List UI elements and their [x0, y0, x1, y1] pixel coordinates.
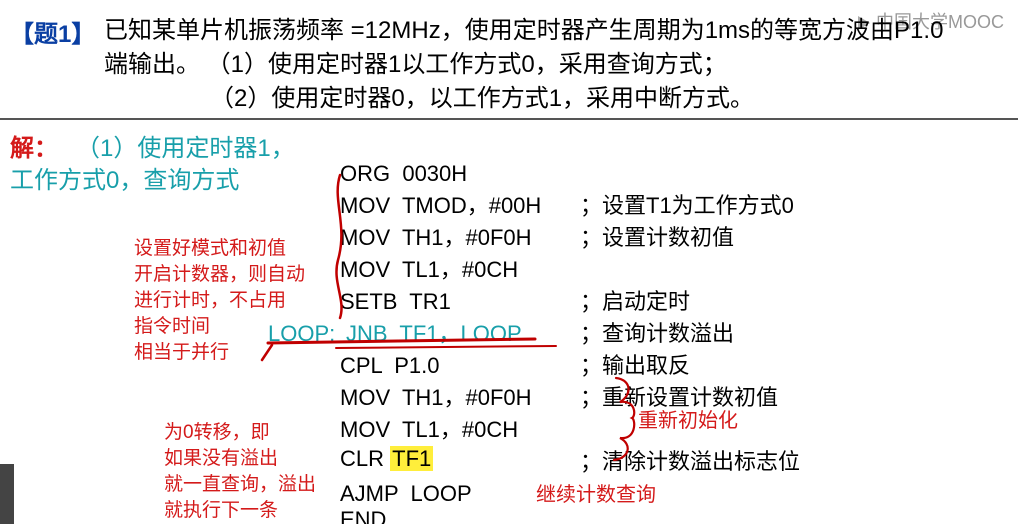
annotation-2-l4: 就执行下一条	[164, 498, 316, 524]
annotation-2: 为0转移，即 如果没有溢出 就一直查询，溢出 就执行下一条	[164, 420, 316, 524]
annotation-1-l5: 相当于并行	[134, 340, 305, 366]
code-tf1-highlight: TF1	[390, 446, 433, 471]
annotation-1: 设置好模式和初值 开启计数器，则自动 进行计时，不占用 指令时间 相当于并行	[134, 236, 305, 366]
question-line2: 端输出。 （1）使用定时器1以工作方式0，采用查询方式；	[104, 48, 727, 82]
code-line-1: ORG 0030H	[340, 158, 467, 190]
annotation-1-l3: 进行计时，不占用	[134, 288, 305, 314]
code-line-4: MOV TL1，#0CH	[340, 254, 518, 286]
scrollbar-thumb[interactable]	[0, 464, 14, 524]
annotation-2-l2: 如果没有溢出	[164, 446, 316, 472]
annotation-1-l1: 设置好模式和初值	[134, 236, 305, 262]
comment-6: ；查询计数溢出	[580, 318, 734, 350]
annotation-3: 重新初始化	[638, 408, 738, 434]
question-line1: 已知某单片机振荡频率 =12MHz，使用定时器产生周期为1ms的等宽方波由P1.…	[104, 14, 943, 48]
annotation-2-l3: 就一直查询，溢出	[164, 472, 316, 498]
slide-root: { "watermark": "中国大学MOOC", "question": {…	[0, 0, 1018, 524]
code-line-8: MOV TH1，#0F0H	[340, 382, 532, 414]
answer-sub-a: （1）使用定时器1，	[76, 128, 295, 163]
code-line-12: END	[340, 504, 386, 524]
code-line-2: MOV TMOD，#00H	[340, 190, 541, 222]
divider	[0, 118, 1018, 120]
answer-sub-b: 工作方式0，查询方式	[10, 160, 239, 195]
comment-2: ；设置T1为工作方式0	[580, 190, 794, 222]
annotation-4: 继续计数查询	[536, 482, 656, 508]
code-line-5: SETB TR1	[340, 286, 451, 318]
code-clr: CLR	[340, 446, 390, 471]
annotation-1-l4: 指令时间	[134, 314, 305, 340]
code-line-7: CPL P1.0	[340, 350, 439, 382]
code-line-10: CLR TF1	[340, 446, 433, 472]
comment-5: ；启动定时	[580, 286, 690, 318]
code-line-6: JNB TF1，LOOP	[346, 318, 522, 350]
comment-7: ；输出取反	[580, 350, 690, 382]
question-line3: （2）使用定时器0，以工作方式1，采用中断方式。	[210, 82, 754, 116]
comment-3: ；设置计数初值	[580, 222, 734, 254]
code-line-3: MOV TH1，#0F0H	[340, 222, 532, 254]
annotation-1-l2: 开启计数器，则自动	[134, 262, 305, 288]
answer-label: 解：	[10, 128, 58, 163]
annotation-2-l1: 为0转移，即	[164, 420, 316, 446]
code-line-9: MOV TL1，#0CH	[340, 414, 518, 446]
question-label: 【题1】	[10, 14, 95, 49]
comment-10: ；清除计数溢出标志位	[580, 446, 800, 478]
